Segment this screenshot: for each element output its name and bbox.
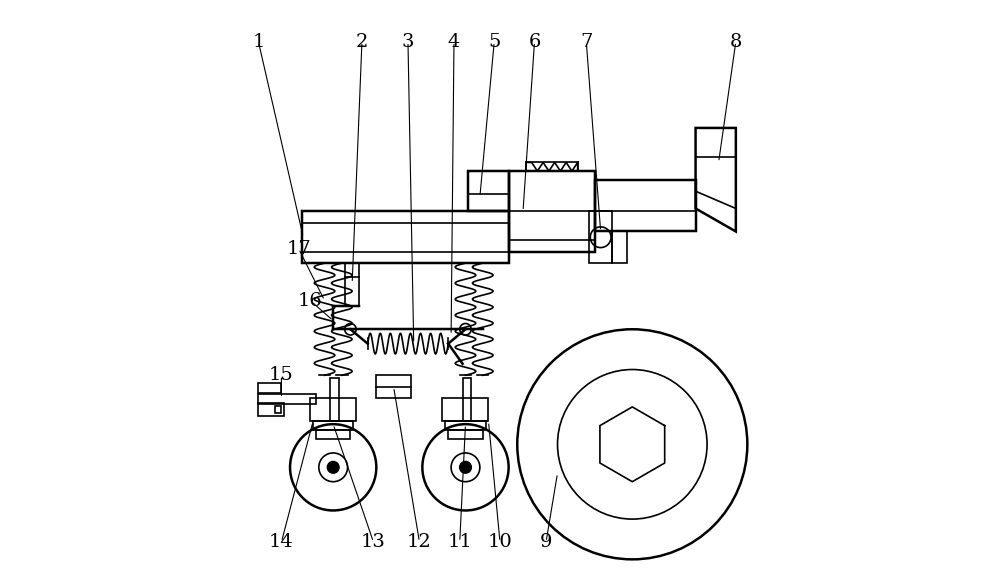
Bar bbox=[258, 394, 316, 404]
Bar bbox=[442, 398, 488, 421]
Text: 12: 12 bbox=[407, 533, 432, 551]
Text: 3: 3 bbox=[402, 32, 414, 51]
Bar bbox=[589, 212, 612, 263]
Text: 4: 4 bbox=[448, 32, 460, 51]
Bar bbox=[313, 421, 353, 430]
Text: 7: 7 bbox=[580, 32, 592, 51]
Text: 15: 15 bbox=[269, 366, 294, 384]
Text: 5: 5 bbox=[488, 32, 500, 51]
Circle shape bbox=[327, 462, 339, 473]
Text: 6: 6 bbox=[528, 32, 541, 51]
Circle shape bbox=[460, 462, 471, 473]
Bar bbox=[509, 171, 595, 251]
Bar bbox=[448, 430, 483, 439]
Bar bbox=[275, 406, 281, 413]
Bar bbox=[302, 212, 509, 263]
Bar bbox=[345, 263, 359, 306]
Text: 14: 14 bbox=[269, 533, 294, 551]
Text: 17: 17 bbox=[286, 240, 311, 258]
Bar bbox=[376, 375, 411, 398]
Text: 16: 16 bbox=[298, 291, 323, 309]
Bar bbox=[463, 378, 471, 421]
Text: 9: 9 bbox=[540, 533, 552, 551]
Text: 1: 1 bbox=[252, 32, 265, 51]
Bar bbox=[310, 398, 356, 421]
Bar bbox=[330, 378, 339, 421]
Bar bbox=[612, 231, 627, 263]
Bar bbox=[595, 180, 696, 231]
Bar bbox=[316, 430, 350, 439]
Bar bbox=[258, 383, 281, 392]
Text: 11: 11 bbox=[447, 533, 472, 551]
Text: 13: 13 bbox=[361, 533, 386, 551]
Text: 8: 8 bbox=[730, 32, 742, 51]
Text: 2: 2 bbox=[356, 32, 368, 51]
Text: 10: 10 bbox=[488, 533, 512, 551]
Bar bbox=[258, 403, 284, 416]
Bar bbox=[468, 171, 509, 212]
Bar bbox=[445, 421, 486, 430]
